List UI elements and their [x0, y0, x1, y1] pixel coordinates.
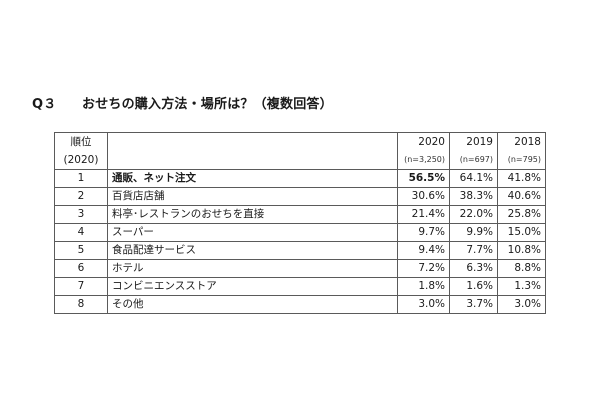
value-2019-cell: 38.3%	[449, 187, 498, 206]
header-row-years: 順位 2020 2019 2018	[54, 132, 546, 170]
year-header-2018: 2018	[497, 132, 546, 151]
rank-cell: 3	[54, 205, 108, 224]
value-2019-cell: 7.7%	[449, 241, 498, 260]
value-2019-cell: 1.6%	[449, 277, 498, 296]
rank-cell: 7	[54, 277, 108, 296]
value-2019-cell: 9.9%	[449, 223, 498, 242]
year-header-2019: 2019	[449, 132, 498, 151]
rank-cell: 8	[54, 295, 108, 314]
table-row: 2 百貨店店舗 30.6% 38.3% 40.6%	[54, 187, 546, 206]
item-header-cell	[107, 132, 398, 170]
item-cell: 食品配達サービス	[107, 241, 398, 260]
sample-size-2020: (n=3,250)	[397, 151, 450, 170]
table-row: 5 食品配達サービス 9.4% 7.7% 10.8%	[54, 241, 546, 260]
value-2020-cell: 9.4%	[397, 241, 450, 260]
value-2018-cell: 41.8%	[497, 169, 546, 188]
value-2020-cell: 1.8%	[397, 277, 450, 296]
rank-cell: 1	[54, 169, 108, 188]
item-cell: 百貨店店舗	[107, 187, 398, 206]
value-2020-cell: 21.4%	[397, 205, 450, 224]
value-2018-cell: 25.8%	[497, 205, 546, 224]
value-2018-cell: 3.0%	[497, 295, 546, 314]
value-2018-cell: 1.3%	[497, 277, 546, 296]
item-cell: その他	[107, 295, 398, 314]
rank-header-label: 順位	[54, 132, 108, 151]
table-row: 6 ホテル 7.2% 6.3% 8.8%	[54, 259, 546, 278]
question-heading: Q３ おせちの購入方法・場所は？（複数回答）	[32, 93, 333, 112]
item-cell: ホテル	[107, 259, 398, 278]
table-row: 1 通販、ネット注文 56.5% 64.1% 41.8%	[54, 169, 546, 188]
item-cell: 料亭･レストランのおせちを直接	[107, 205, 398, 224]
sample-size-2018: (n=795)	[497, 151, 546, 170]
survey-results-table: 順位 2020 2019 2018 (2020) (n=3,250) (n=69…	[54, 132, 546, 314]
rank-cell: 4	[54, 223, 108, 242]
item-cell: スーパー	[107, 223, 398, 242]
header-row-sample-sizes: (2020) (n=3,250) (n=697) (n=795)	[54, 151, 546, 170]
value-2020-cell: 56.5%	[397, 169, 450, 188]
value-2020-cell: 9.7%	[397, 223, 450, 242]
value-2018-cell: 8.8%	[497, 259, 546, 278]
value-2020-cell: 7.2%	[397, 259, 450, 278]
value-2018-cell: 40.6%	[497, 187, 546, 206]
question-number: Q３	[32, 97, 57, 112]
item-cell: コンビニエンスストア	[107, 277, 398, 296]
item-cell: 通販、ネット注文	[107, 169, 398, 188]
value-2019-cell: 22.0%	[449, 205, 498, 224]
rank-header-year: (2020)	[54, 151, 108, 170]
value-2020-cell: 3.0%	[397, 295, 450, 314]
question-text: おせちの購入方法・場所は？（複数回答）	[82, 97, 333, 112]
rank-cell: 2	[54, 187, 108, 206]
table-row: 3 料亭･レストランのおせちを直接 21.4% 22.0% 25.8%	[54, 205, 546, 224]
value-2018-cell: 10.8%	[497, 241, 546, 260]
year-header-2020: 2020	[397, 132, 450, 151]
value-2019-cell: 64.1%	[449, 169, 498, 188]
value-2019-cell: 3.7%	[449, 295, 498, 314]
table-row: 8 その他 3.0% 3.7% 3.0%	[54, 295, 546, 314]
value-2018-cell: 15.0%	[497, 223, 546, 242]
sample-size-2019: (n=697)	[449, 151, 498, 170]
rank-cell: 5	[54, 241, 108, 260]
table-row: 7 コンビニエンスストア 1.8% 1.6% 1.3%	[54, 277, 546, 296]
rank-cell: 6	[54, 259, 108, 278]
value-2020-cell: 30.6%	[397, 187, 450, 206]
value-2019-cell: 6.3%	[449, 259, 498, 278]
table-row: 4 スーパー 9.7% 9.9% 15.0%	[54, 223, 546, 242]
